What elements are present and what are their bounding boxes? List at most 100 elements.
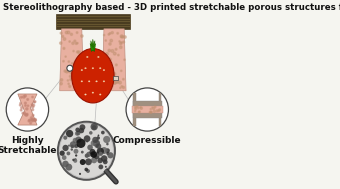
Circle shape <box>66 130 73 137</box>
Circle shape <box>67 80 69 81</box>
Circle shape <box>73 138 78 143</box>
Circle shape <box>103 160 108 164</box>
Circle shape <box>121 70 122 71</box>
Circle shape <box>63 145 69 151</box>
Circle shape <box>97 158 103 163</box>
Circle shape <box>139 111 140 113</box>
Circle shape <box>60 82 62 85</box>
Circle shape <box>26 113 28 115</box>
Circle shape <box>78 51 80 53</box>
Ellipse shape <box>86 56 88 58</box>
Circle shape <box>74 158 76 160</box>
Circle shape <box>34 118 36 121</box>
Circle shape <box>121 86 122 87</box>
Circle shape <box>111 50 114 52</box>
Circle shape <box>63 47 65 49</box>
Circle shape <box>106 70 108 72</box>
Circle shape <box>103 136 110 143</box>
Circle shape <box>81 151 84 153</box>
Circle shape <box>92 125 96 130</box>
Circle shape <box>77 43 78 44</box>
Circle shape <box>136 105 138 107</box>
Circle shape <box>140 107 142 109</box>
Circle shape <box>96 151 101 156</box>
Circle shape <box>85 158 92 165</box>
Circle shape <box>79 75 80 76</box>
Circle shape <box>77 77 79 79</box>
FancyBboxPatch shape <box>159 93 161 126</box>
Circle shape <box>62 35 64 37</box>
Circle shape <box>105 148 110 153</box>
Circle shape <box>124 59 125 60</box>
Circle shape <box>71 63 73 64</box>
Circle shape <box>119 81 121 84</box>
Ellipse shape <box>103 81 105 82</box>
Circle shape <box>20 96 22 98</box>
Circle shape <box>135 111 136 112</box>
Polygon shape <box>91 41 95 51</box>
Circle shape <box>107 152 114 158</box>
Circle shape <box>117 33 119 34</box>
Circle shape <box>32 96 33 98</box>
Circle shape <box>75 128 80 132</box>
Circle shape <box>65 56 66 57</box>
FancyBboxPatch shape <box>113 76 118 81</box>
Circle shape <box>20 103 21 104</box>
Circle shape <box>74 144 78 148</box>
Circle shape <box>86 141 88 143</box>
Circle shape <box>28 120 30 122</box>
Circle shape <box>76 32 78 33</box>
Circle shape <box>74 62 77 65</box>
Circle shape <box>20 109 22 111</box>
Circle shape <box>80 124 85 130</box>
FancyBboxPatch shape <box>56 14 130 29</box>
Circle shape <box>34 101 36 103</box>
Circle shape <box>99 164 103 169</box>
Circle shape <box>107 73 109 75</box>
Circle shape <box>70 72 72 74</box>
Circle shape <box>68 70 70 73</box>
Circle shape <box>86 152 91 157</box>
Circle shape <box>71 148 73 151</box>
Text: Stereolithography based - 3D printed stretchable porous structures for soft robo: Stereolithography based - 3D printed str… <box>2 3 340 12</box>
Circle shape <box>105 166 107 168</box>
Circle shape <box>158 110 159 112</box>
Circle shape <box>120 35 123 38</box>
Circle shape <box>67 31 70 34</box>
Circle shape <box>99 152 103 156</box>
FancyBboxPatch shape <box>134 93 136 126</box>
Circle shape <box>32 109 34 111</box>
Circle shape <box>122 78 124 80</box>
Circle shape <box>98 135 99 136</box>
Circle shape <box>150 111 152 113</box>
Circle shape <box>31 117 33 119</box>
Circle shape <box>68 145 70 147</box>
Circle shape <box>111 85 113 87</box>
Circle shape <box>115 48 117 50</box>
Circle shape <box>67 152 70 155</box>
Circle shape <box>120 46 122 49</box>
Circle shape <box>93 139 100 147</box>
Circle shape <box>84 135 90 142</box>
Circle shape <box>85 153 89 158</box>
Circle shape <box>87 145 93 150</box>
Circle shape <box>62 161 69 167</box>
Circle shape <box>90 151 97 158</box>
Circle shape <box>67 65 73 71</box>
Text: Highly
Stretchable: Highly Stretchable <box>0 136 57 155</box>
Circle shape <box>111 32 113 34</box>
Circle shape <box>27 105 29 107</box>
Ellipse shape <box>88 81 90 82</box>
Circle shape <box>152 107 153 108</box>
Circle shape <box>76 139 85 148</box>
Circle shape <box>63 60 64 62</box>
Circle shape <box>74 40 76 42</box>
Circle shape <box>74 60 76 63</box>
Circle shape <box>76 131 81 135</box>
Circle shape <box>6 88 49 131</box>
Circle shape <box>101 131 105 134</box>
Circle shape <box>89 131 92 135</box>
Text: Compressible: Compressible <box>113 136 182 145</box>
Circle shape <box>76 62 79 65</box>
Ellipse shape <box>85 68 86 69</box>
